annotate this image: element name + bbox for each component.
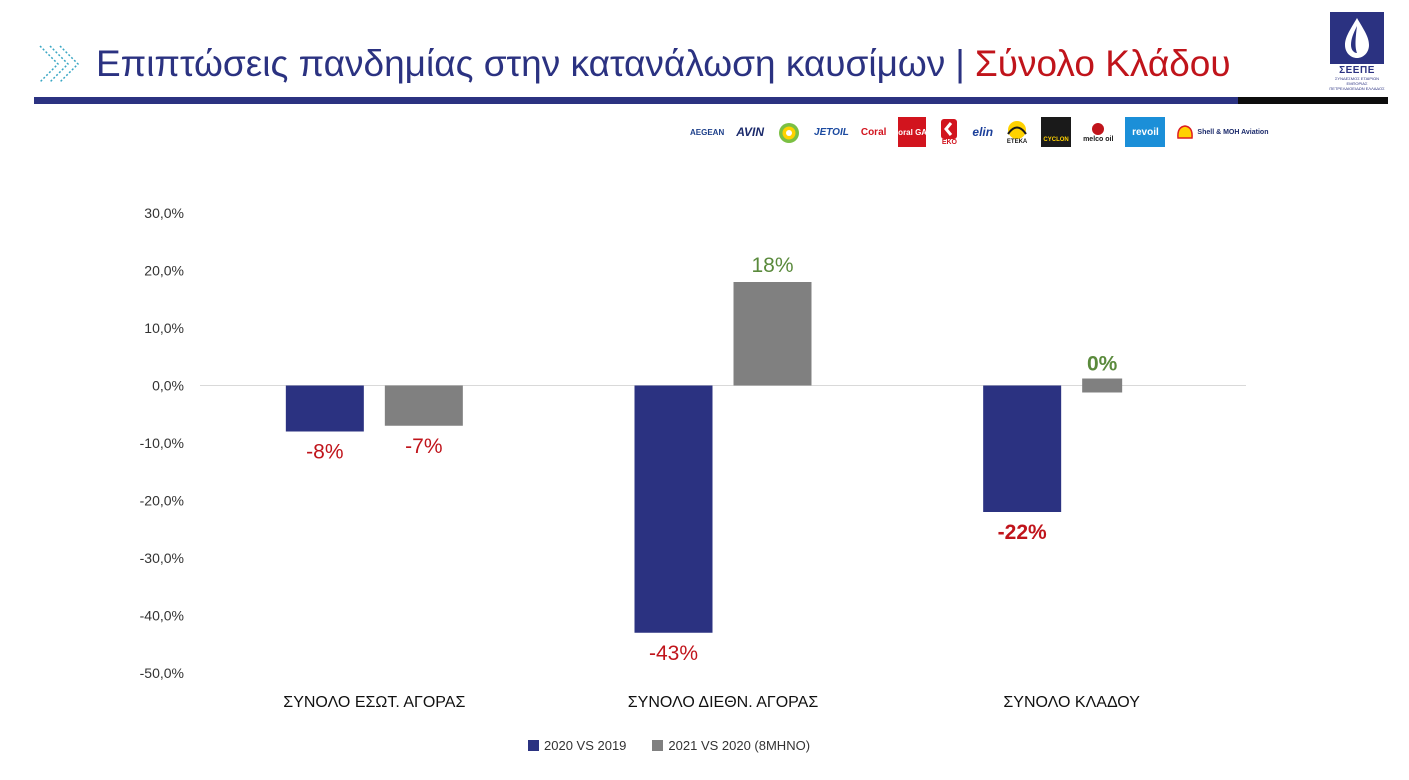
- brand-elin-logo: elin: [972, 125, 993, 139]
- brand-name: elin: [972, 125, 994, 139]
- brand-revoil-logo: revoil: [1125, 117, 1166, 147]
- chart-legend: 2020 VS 2019 2021 VS 2020 (8ΜΗΝΟ): [528, 738, 836, 753]
- legend-swatch-2021: [652, 740, 664, 751]
- bp-sunflower-icon: [779, 123, 800, 143]
- y-tick-label: 0,0%: [152, 378, 184, 394]
- brand-eko-logo: EKO: [938, 118, 960, 146]
- legend-swatch-2020: [528, 740, 539, 751]
- brand-jetoil-logo: JETOIL: [814, 127, 849, 138]
- bar-2021: [1082, 378, 1123, 393]
- bar-2020: [285, 385, 364, 432]
- x-category-label: ΣΥΝΟΛΟ ΚΛΑΔΟΥ: [1003, 694, 1140, 711]
- legend-item-2021: 2021 VS 2020 (8ΜΗΝΟ): [652, 738, 810, 753]
- x-category-label: ΣΥΝΟΛΟ ΔΙΕΘΝ. ΑΓΟΡΑΣ: [628, 694, 819, 711]
- data-label: -22%: [998, 521, 1047, 544]
- brand-name: JETOIL: [814, 126, 849, 138]
- org-logo-text: ΣΕΕΠΕ: [1339, 65, 1375, 76]
- data-label: -7%: [405, 435, 442, 458]
- brand-strip: AEGEAN AVIN JETOIL Coral Coral GAS EKO e…: [690, 116, 1268, 148]
- page-title: Επιπτώσεις πανδημίας στην κατανάλωση καυ…: [96, 43, 946, 84]
- y-tick-label: -20,0%: [140, 493, 184, 509]
- brand-eteka-logo: ETEKA: [1005, 119, 1029, 145]
- y-tick-label: -50,0%: [140, 665, 184, 681]
- brand-name: EKO: [941, 138, 957, 146]
- brand-name: Shell & MOH Aviation: [1197, 128, 1269, 136]
- brand-coral-logo: Coral: [861, 127, 887, 138]
- data-label: 0%: [1087, 353, 1118, 376]
- drop-logo-icon: [1330, 12, 1384, 64]
- data-label: 18%: [751, 254, 793, 277]
- data-label: -43%: [649, 642, 698, 665]
- brand-bp-logo: [776, 119, 802, 145]
- legend-label-2020: 2020 VS 2019: [544, 738, 627, 753]
- brand-name: melco oil: [1083, 135, 1114, 143]
- bar-2020: [634, 385, 713, 633]
- eteka-mark-icon: [1007, 121, 1027, 139]
- brand-name: AVIN: [736, 125, 765, 139]
- title-separator: |: [955, 43, 965, 84]
- brand-name: ETEKA: [1006, 139, 1028, 145]
- y-tick-label: 30,0%: [144, 205, 184, 221]
- legend-label-2021: 2021 VS 2020 (8ΜΗΝΟ): [668, 738, 811, 753]
- brand-avin-logo: AVIN: [736, 125, 764, 139]
- org-logo-subtext: ΣΥΝΔΕΣΜΟΣ ΕΤΑΙΡΙΩΝ ΕΜΠΟΡΙΑΣ ΠΕΤΡΕΛΑΙΟΕΙΔ…: [1329, 76, 1385, 91]
- brand-shell-logo: Shell & MOH Aviation: [1177, 124, 1269, 140]
- y-tick-label: -30,0%: [140, 550, 184, 566]
- shell-pecten-icon: [1177, 124, 1194, 139]
- bar-2021: [733, 282, 812, 386]
- brand-name: revoil: [1132, 126, 1159, 138]
- title-row: Επιπτώσεις πανδημίας στην κατανάλωση καυ…: [36, 38, 1231, 90]
- legend-item-2020: 2020 VS 2019: [528, 738, 626, 753]
- brand-name: Coral: [860, 126, 887, 138]
- brand-aegean-logo: AEGEAN: [690, 128, 724, 137]
- org-logo: ΣΕΕΠΕ ΣΥΝΔΕΣΜΟΣ ΕΤΑΙΡΙΩΝ ΕΜΠΟΡΙΑΣ ΠΕΤΡΕΛ…: [1329, 12, 1385, 91]
- eko-mark-icon: [941, 118, 958, 139]
- brand-cyclon-logo: CYCLON: [1041, 117, 1072, 147]
- y-tick-label: -40,0%: [140, 608, 184, 624]
- x-category-label: ΣΥΝΟΛΟ ΕΣΩΤ. ΑΓΟΡΑΣ: [283, 694, 465, 711]
- brand-name: CYCLON: [1043, 137, 1069, 143]
- chevron-arrows-icon: [39, 45, 80, 83]
- y-tick-label: 10,0%: [144, 320, 184, 336]
- brand-coral-gas-logo: Coral GAS: [892, 117, 932, 147]
- y-tick-label: 20,0%: [144, 263, 184, 279]
- brand-name: AEGEAN: [690, 127, 725, 137]
- brand-name: Coral GAS: [892, 127, 933, 137]
- page-subtitle: Σύνολο Κλάδου: [974, 43, 1231, 84]
- bar-2020: [983, 385, 1062, 512]
- bar-2021: [384, 385, 463, 426]
- brand-melco-logo: melco oil: [1083, 122, 1113, 143]
- header-divider: [34, 97, 1388, 104]
- data-label: -8%: [306, 441, 343, 464]
- y-tick-label: -10,0%: [140, 435, 184, 451]
- melco-mark-icon: [1092, 122, 1105, 135]
